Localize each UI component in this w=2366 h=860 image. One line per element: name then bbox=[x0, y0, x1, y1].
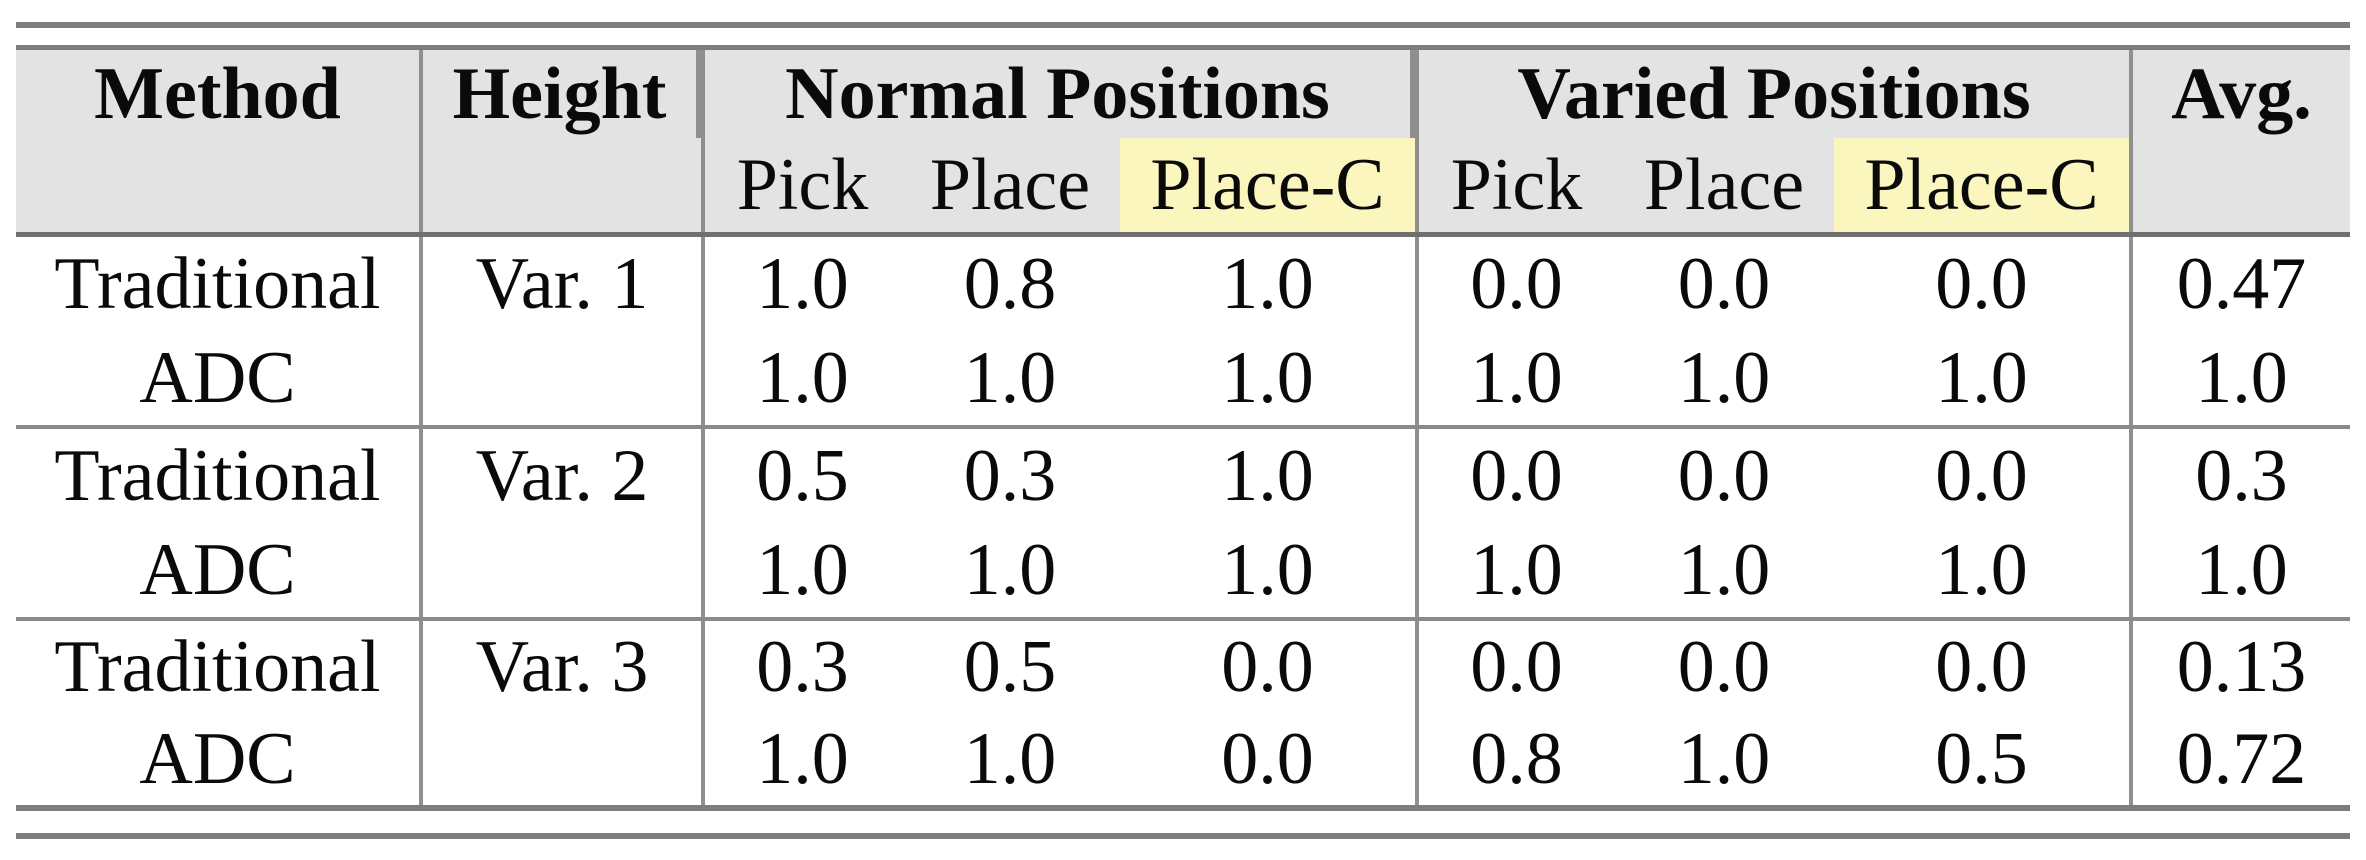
normal-place-c-value: 1.0 bbox=[1120, 429, 1419, 523]
varied-place-c-value: 1.0 bbox=[1834, 331, 2133, 425]
row-group-var1: Traditional Var. 1 1.0 0.8 1.0 0.0 0.0 0… bbox=[16, 237, 2350, 425]
header-row-subcolumns: Pick Place Place-C Pick Place Place-C bbox=[16, 138, 2350, 232]
varied-pick-value: 1.0 bbox=[1470, 529, 1563, 611]
varied-pick-value: 0.8 bbox=[1470, 718, 1563, 800]
normal-pick-value: 1.0 bbox=[756, 243, 849, 325]
col-header-height: Height bbox=[423, 50, 705, 138]
normal-pick-value: 1.0 bbox=[756, 529, 849, 611]
subheader-method-empty bbox=[16, 138, 423, 232]
varied-place-c-value: 0.0 bbox=[1834, 429, 2133, 523]
table-row: Traditional Var. 3 0.3 0.5 0.0 0.0 0.0 0… bbox=[16, 621, 2350, 713]
table-row: ADC 1.0 1.0 0.0 0.8 1.0 0.5 0.72 bbox=[16, 713, 2350, 805]
table-row: ADC 1.0 1.0 1.0 1.0 1.0 1.0 1.0 bbox=[16, 331, 2350, 425]
height-cell: Var. 3 bbox=[423, 621, 705, 713]
varied-place-value: 0.0 bbox=[1677, 626, 1771, 708]
normal-place-c-value: 0.0 bbox=[1120, 621, 1419, 713]
method-cell: ADC bbox=[16, 713, 423, 805]
varied-place-value: 1.0 bbox=[1677, 529, 1771, 611]
avg-value: 1.0 bbox=[2195, 529, 2288, 611]
table-row: ADC 1.0 1.0 1.0 1.0 1.0 1.0 1.0 bbox=[16, 523, 2350, 617]
results-table: Method Height Normal Positions Varied Po… bbox=[16, 45, 2350, 811]
subheader-varied-place: Place bbox=[1643, 144, 1805, 226]
table-header: Method Height Normal Positions Varied Po… bbox=[16, 45, 2350, 237]
row-group-var2: Traditional Var. 2 0.5 0.3 1.0 0.0 0.0 0… bbox=[16, 425, 2350, 617]
col-header-method: Method bbox=[16, 50, 423, 138]
avg-value: 0.13 bbox=[2176, 626, 2307, 708]
varied-pick-value: 0.0 bbox=[1470, 435, 1563, 517]
normal-place-c-value: 1.0 bbox=[1120, 237, 1419, 331]
subheader-avg-empty bbox=[2133, 138, 2350, 232]
varied-pick-value: 0.0 bbox=[1470, 626, 1563, 708]
top-double-rule bbox=[16, 22, 2350, 28]
method-cell: Traditional bbox=[16, 429, 423, 523]
subheader-varied-place-c-highlighted: Place-C bbox=[1834, 138, 2133, 232]
col-header-varied-positions: Varied Positions bbox=[1419, 50, 2133, 138]
method-cell: ADC bbox=[16, 523, 423, 617]
subheader-normal-pick: Pick bbox=[736, 144, 869, 226]
col-header-avg: Avg. bbox=[2171, 53, 2312, 135]
varied-place-c-value: 0.0 bbox=[1834, 621, 2133, 713]
table-row: Traditional Var. 1 1.0 0.8 1.0 0.0 0.0 0… bbox=[16, 237, 2350, 331]
height-cell-empty bbox=[423, 331, 705, 425]
varied-place-c-value: 0.5 bbox=[1834, 713, 2133, 805]
normal-place-c-value: 1.0 bbox=[1120, 331, 1419, 425]
varied-place-c-value: 0.0 bbox=[1834, 237, 2133, 331]
varied-pick-value: 0.0 bbox=[1470, 243, 1563, 325]
varied-place-value: 1.0 bbox=[1677, 718, 1771, 800]
header-row-groups: Method Height Normal Positions Varied Po… bbox=[16, 50, 2350, 138]
avg-value: 0.72 bbox=[2176, 718, 2307, 800]
normal-pick-value: 0.3 bbox=[756, 626, 849, 708]
method-cell: Traditional bbox=[16, 237, 423, 331]
normal-place-c-value: 0.0 bbox=[1120, 713, 1419, 805]
varied-place-value: 0.0 bbox=[1677, 243, 1771, 325]
table-body: Traditional Var. 1 1.0 0.8 1.0 0.0 0.0 0… bbox=[16, 237, 2350, 811]
normal-place-value: 0.3 bbox=[963, 435, 1057, 517]
normal-pick-value: 1.0 bbox=[756, 337, 849, 419]
subheader-normal-place: Place bbox=[929, 144, 1091, 226]
normal-place-c-value: 1.0 bbox=[1120, 523, 1419, 617]
normal-pick-value: 1.0 bbox=[756, 718, 849, 800]
height-cell: Var. 1 bbox=[423, 237, 705, 331]
varied-place-value: 0.0 bbox=[1677, 435, 1771, 517]
method-cell: ADC bbox=[16, 331, 423, 425]
height-cell-empty bbox=[423, 523, 705, 617]
col-header-normal-positions: Normal Positions bbox=[705, 50, 1419, 138]
normal-place-value: 0.5 bbox=[963, 626, 1057, 708]
row-group-var3: Traditional Var. 3 0.3 0.5 0.0 0.0 0.0 0… bbox=[16, 617, 2350, 805]
avg-value: 1.0 bbox=[2195, 337, 2288, 419]
height-cell-empty bbox=[423, 713, 705, 805]
normal-place-value: 0.8 bbox=[963, 243, 1057, 325]
varied-pick-value: 1.0 bbox=[1470, 337, 1563, 419]
varied-place-value: 1.0 bbox=[1677, 337, 1771, 419]
table-row: Traditional Var. 2 0.5 0.3 1.0 0.0 0.0 0… bbox=[16, 429, 2350, 523]
normal-place-value: 1.0 bbox=[963, 718, 1057, 800]
normal-place-value: 1.0 bbox=[963, 337, 1057, 419]
subheader-height-empty bbox=[423, 138, 705, 232]
avg-value: 0.47 bbox=[2176, 243, 2307, 325]
subheader-normal-place-c-highlighted: Place-C bbox=[1120, 138, 1419, 232]
method-cell: Traditional bbox=[16, 621, 423, 713]
avg-value: 0.3 bbox=[2195, 435, 2288, 517]
subheader-varied-pick: Pick bbox=[1450, 144, 1583, 226]
height-cell: Var. 2 bbox=[423, 429, 705, 523]
bottom-double-rule bbox=[16, 833, 2350, 839]
normal-place-value: 1.0 bbox=[963, 529, 1057, 611]
varied-place-c-value: 1.0 bbox=[1834, 523, 2133, 617]
normal-pick-value: 0.5 bbox=[756, 435, 849, 517]
